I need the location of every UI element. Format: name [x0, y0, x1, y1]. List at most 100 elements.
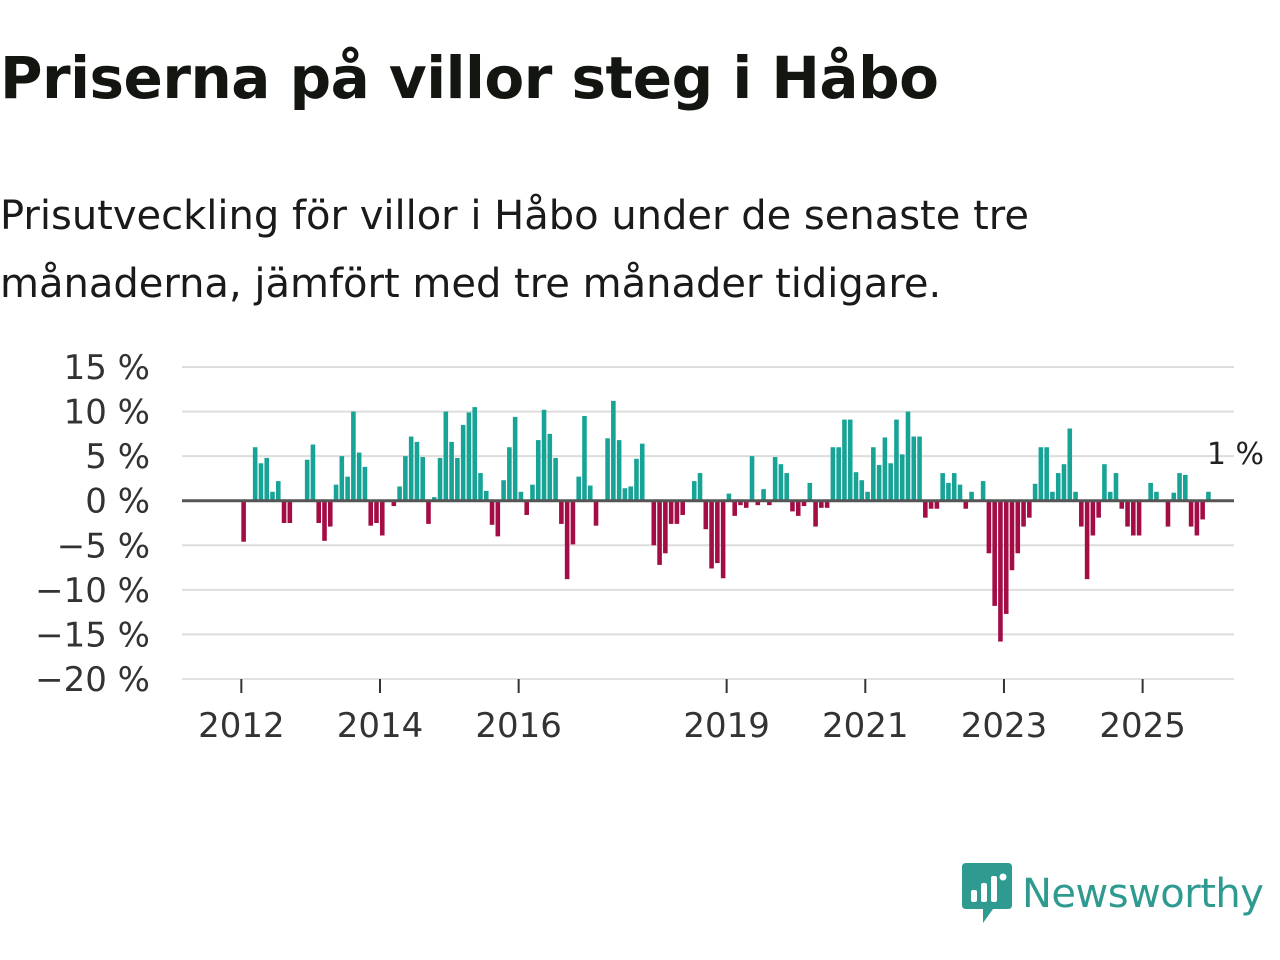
- bar: [310, 444, 316, 501]
- bar: [1015, 500, 1021, 554]
- bar: [836, 447, 841, 501]
- bar: [1027, 500, 1032, 518]
- bar: [853, 472, 859, 501]
- annotations: 1 %: [1207, 437, 1264, 472]
- x-tick-label: 2023: [961, 706, 1048, 746]
- bar: [720, 500, 726, 579]
- bar: [732, 500, 737, 516]
- bar: [1177, 473, 1182, 501]
- y-tick-label: −10 %: [35, 571, 150, 611]
- y-axis-labels: 15 % 10 %5 % 0 %−5 % −10 %−15 % −20 %: [35, 348, 150, 700]
- bar: [986, 500, 992, 554]
- bar-chart: 15 %10 %5 %0 %−5 %−10 %−15 %−20 % 2012 20…: [35, 348, 1264, 746]
- bar: [824, 500, 830, 508]
- bar: [749, 456, 755, 501]
- bar: [969, 491, 974, 501]
- bar: [460, 424, 466, 501]
- bar: [414, 441, 420, 501]
- bar: [876, 465, 882, 501]
- brand-name: Newsworthy: [1022, 871, 1264, 917]
- bar: [1113, 473, 1119, 501]
- bar: [258, 463, 264, 501]
- bar: [501, 480, 506, 501]
- bar: [998, 500, 1003, 642]
- bar: [443, 411, 449, 501]
- bar: [813, 500, 818, 527]
- bar: [333, 484, 339, 501]
- bar: [616, 440, 622, 501]
- bar: [946, 482, 951, 501]
- bar: [275, 481, 281, 501]
- bar: [801, 500, 807, 507]
- bar: [466, 412, 472, 501]
- bar: [657, 500, 662, 565]
- bar: [1021, 500, 1026, 527]
- bar: [541, 409, 547, 501]
- bar: [871, 447, 876, 501]
- bar: [339, 456, 345, 501]
- bar: [894, 419, 899, 501]
- chart-subtitle: Prisutveckling för villor i Håbo under d…: [0, 193, 1029, 307]
- bar: [1183, 474, 1188, 501]
- bar: [379, 500, 385, 536]
- bar: [847, 419, 853, 501]
- bar: [697, 473, 703, 501]
- bar: [374, 500, 379, 523]
- y-tick-label: −15 %: [35, 615, 150, 655]
- bar: [1044, 447, 1049, 501]
- bar: [940, 473, 945, 501]
- bar: [489, 500, 495, 525]
- y-tick-label: −20 %: [35, 660, 150, 700]
- bar: [518, 491, 524, 501]
- bar: [437, 457, 443, 501]
- bar: [807, 482, 813, 501]
- bar: [316, 500, 322, 523]
- bars: [241, 400, 1211, 642]
- bar: [368, 500, 374, 526]
- bar: [1067, 428, 1073, 501]
- x-tick-label: 2016: [475, 706, 562, 746]
- bar: [992, 500, 997, 606]
- bar: [356, 452, 362, 501]
- bar: [726, 493, 732, 501]
- bar: [957, 484, 963, 501]
- bar: [1096, 500, 1101, 518]
- bar: [587, 485, 593, 501]
- bar: [1131, 500, 1136, 536]
- bar: [483, 490, 489, 501]
- bar: [830, 447, 836, 501]
- bar: [639, 443, 645, 501]
- bar: [1061, 464, 1067, 501]
- y-tick-label: 5 %: [85, 437, 150, 477]
- bar: [917, 436, 922, 501]
- bar: [431, 497, 437, 501]
- bar: [605, 438, 610, 501]
- x-tick-label: 2021: [822, 706, 909, 746]
- bar: [703, 500, 709, 530]
- bar: [1032, 483, 1038, 501]
- bar: [408, 436, 414, 501]
- bar: [593, 500, 599, 526]
- x-tick-label: 2014: [337, 706, 424, 746]
- bar: [397, 486, 402, 501]
- bar: [1038, 447, 1044, 501]
- bar: [923, 500, 928, 518]
- bar: [1009, 500, 1015, 571]
- bar: [980, 481, 986, 501]
- bar: [674, 500, 680, 524]
- y-tick-label: −5 %: [57, 526, 150, 566]
- bar: [778, 464, 784, 501]
- bar: [1188, 500, 1194, 527]
- bar: [842, 419, 847, 501]
- bar: [784, 473, 789, 501]
- bar: [899, 454, 905, 501]
- bar: [1154, 491, 1159, 501]
- bar: [547, 433, 553, 501]
- bar: [772, 457, 778, 501]
- bar: [322, 500, 327, 541]
- bar: [819, 500, 824, 508]
- bar: [790, 500, 795, 512]
- bar: [668, 500, 674, 524]
- bar: [1073, 491, 1078, 501]
- bar: [761, 489, 766, 501]
